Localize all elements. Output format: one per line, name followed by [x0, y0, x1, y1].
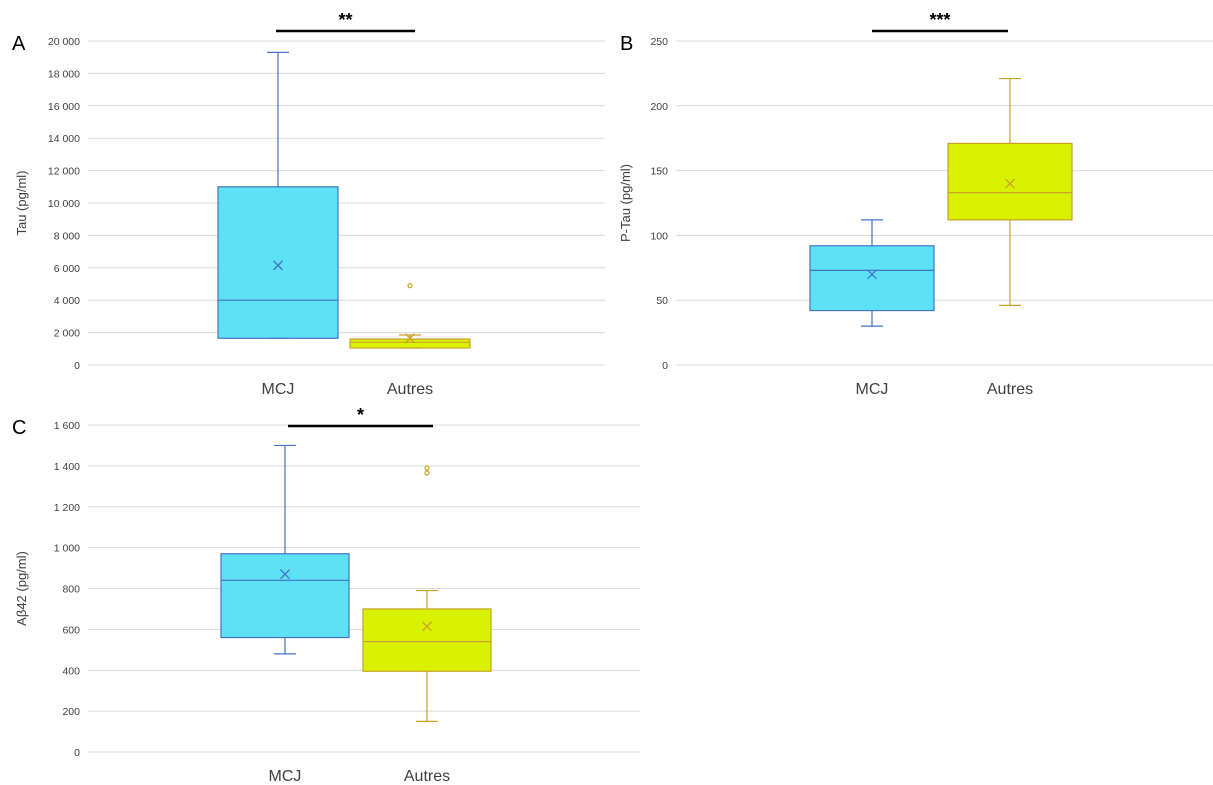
y-tick-label: 0	[662, 360, 668, 372]
y-tick-label: 8 000	[54, 230, 80, 242]
x-category-label: Autres	[387, 381, 433, 398]
y-tick-label: 200	[650, 101, 668, 113]
y-tick-label: 1 000	[54, 543, 80, 555]
y-tick-label: 16 000	[48, 101, 80, 113]
box-mcj	[220, 553, 350, 639]
mean-marker-stroke	[867, 269, 877, 280]
significance-label: **	[338, 10, 352, 30]
y-tick-label: 600	[62, 624, 80, 636]
x-category-label: MCJ	[856, 381, 889, 398]
y-tick-label: 1 400	[54, 461, 80, 473]
y-tick-label: 0	[74, 360, 80, 372]
y-tick-label: 6 000	[54, 263, 80, 275]
x-category-label: MCJ	[262, 381, 295, 398]
mean-marker-stroke	[280, 569, 290, 580]
y-tick-label: 14 000	[48, 133, 80, 145]
box-autres	[349, 338, 471, 349]
box-autres	[947, 142, 1073, 221]
y-axis-label: Aβ42 (pg/ml)	[14, 551, 29, 626]
chart-panel-b: 0 50 100 150 200 250 B P-Tau (pg/ml) *** MCJ Autre…	[618, 10, 1213, 398]
y-axis-label: Tau (pg/ml)	[14, 170, 29, 235]
mean-marker-stroke	[273, 260, 283, 271]
outlier-point	[407, 283, 413, 289]
y-tick-label: 20 000	[48, 36, 80, 48]
box-mcj	[809, 245, 935, 312]
box-mcj	[217, 186, 339, 339]
y-tick-label: 250	[650, 36, 668, 48]
outlier-point	[424, 465, 430, 471]
y-axis-label: P-Tau (pg/ml)	[618, 164, 633, 242]
significance-label: *	[357, 405, 364, 425]
y-tick-label: 800	[62, 584, 80, 596]
x-category-label: MCJ	[269, 768, 302, 785]
mean-marker	[1005, 178, 1015, 189]
y-tick-label: 4 000	[54, 295, 80, 307]
y-tick-label: 2 000	[54, 328, 80, 340]
panel-letter: B	[620, 33, 633, 55]
y-tick-label: 150	[650, 166, 668, 178]
mean-marker	[280, 569, 290, 580]
mean-marker	[867, 269, 877, 280]
panel-letter: A	[12, 33, 26, 55]
significance-label: ***	[929, 10, 950, 30]
outlier-point	[424, 470, 430, 476]
y-tick-label: 10 000	[48, 198, 80, 210]
y-tick-label: 18 000	[48, 68, 80, 80]
y-tick-label: 200	[62, 706, 80, 718]
x-category-label: Autres	[404, 768, 450, 785]
y-tick-label: 1 600	[54, 420, 80, 432]
chart-panel-a: 0 2 000 4 000 6 000 8 000 10 000 12 000 14 000 1…	[12, 10, 605, 398]
mean-marker	[273, 260, 283, 271]
mean-marker-stroke	[422, 621, 432, 632]
mean-marker	[405, 333, 415, 344]
chart-panel-c: 0 200 400 600 800 1 000 1 200 1 400 1 600 C Aβ42 (…	[12, 405, 640, 785]
y-tick-label: 50	[656, 295, 668, 307]
box-autres	[362, 608, 492, 672]
x-category-label: Autres	[987, 381, 1033, 398]
panel-letter: C	[12, 417, 26, 439]
mean-marker-stroke	[1005, 178, 1015, 189]
mean-marker-stroke	[405, 333, 415, 344]
mean-marker	[422, 621, 432, 632]
y-tick-label: 100	[650, 230, 668, 242]
y-tick-label: 12 000	[48, 166, 80, 178]
y-tick-label: 1 200	[54, 502, 80, 514]
y-tick-label: 0	[74, 747, 80, 759]
y-tick-label: 400	[62, 665, 80, 677]
